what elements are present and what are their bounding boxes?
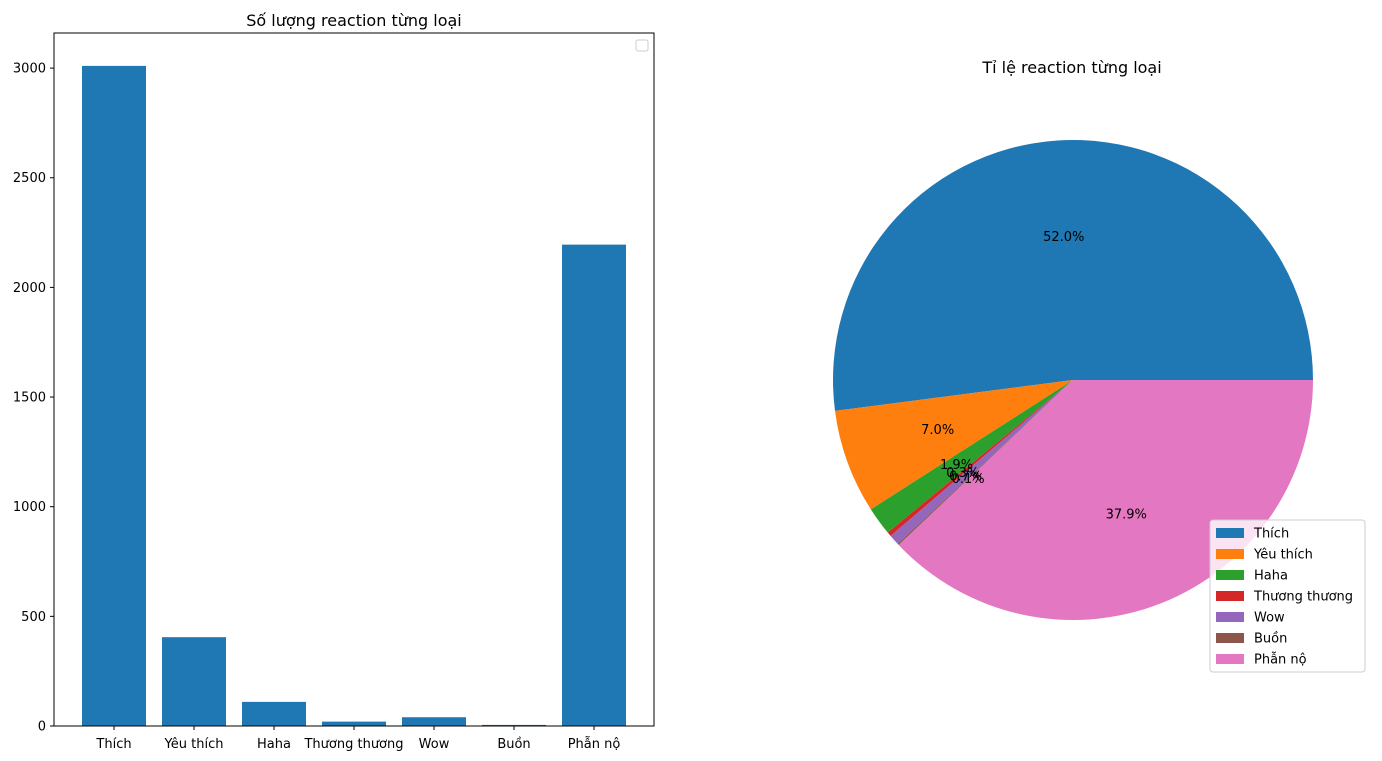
pie-pct-label-3: 0.3% (946, 466, 979, 481)
bar-2 (242, 701, 306, 726)
bar-0 (82, 65, 146, 726)
pie-percent-labels: 52.0% 7.0% 1.9%0.3%0.7%0.1% 37.9% (921, 230, 1147, 522)
bar-3 (322, 721, 386, 726)
pie-legend: Thích Yêu thích Haha Thương thương Wow Buồn Ph… (1209, 519, 1366, 673)
legend-label-0: Thích (1253, 527, 1289, 542)
pie-slice-2 (870, 380, 1073, 533)
bar-6 (562, 244, 626, 726)
x-tick-label: Haha (257, 737, 291, 752)
bar-chart-title: Số lượng reaction từng loại (246, 11, 461, 30)
x-tick-label: Thương thương (303, 737, 403, 752)
x-tick-label: Thích (95, 737, 131, 752)
pie-slice-6 (898, 380, 1314, 621)
legend-swatch-0 (1216, 528, 1244, 538)
y-tick-label: 1500 (13, 391, 46, 406)
empty-legend-box (635, 39, 649, 52)
plot-frame (53, 32, 655, 727)
legend-label-4: Wow (1254, 611, 1285, 626)
bar-marks (82, 65, 626, 726)
legend-swatch-3 (1216, 591, 1244, 601)
legend-label-5: Buồn (1254, 632, 1287, 647)
pie-slices (833, 140, 1314, 621)
y-axis: 0 500 1000 1500 2000 2500 3000 (13, 62, 54, 735)
pie-slice-3 (887, 380, 1073, 536)
pie-pct-label-2: 1.9% (940, 458, 973, 473)
x-tick-label: Yêu thích (164, 737, 224, 752)
pie-slice-5 (897, 380, 1073, 545)
bar-5 (482, 724, 546, 726)
legend-swatch-2 (1216, 570, 1244, 580)
legend-swatch-4 (1216, 612, 1244, 622)
legend-label-3: Thương thương (1253, 590, 1353, 605)
legend-swatch-6 (1216, 654, 1244, 664)
pie-pct-label-6: 37.9% (1106, 507, 1147, 522)
legend-label-1: Yêu thích (1253, 548, 1313, 563)
x-tick-label: Buồn (497, 737, 530, 752)
bar-4 (402, 717, 466, 726)
pie-pct-label-4: 0.7% (949, 469, 982, 484)
legend-label-2: Haha (1254, 569, 1288, 584)
y-tick-label: 3000 (13, 62, 46, 77)
legend-box (1209, 519, 1366, 673)
bar-chart: Số lượng reaction từng loại 0 500 1000 1500… (13, 11, 655, 752)
pie-pct-label-5: 0.1% (952, 472, 985, 487)
legend-swatch-5 (1216, 633, 1244, 643)
y-tick-label: 500 (21, 610, 46, 625)
pie-chart: Tỉ lệ reaction từng loại 52.0% 7.0% 1.9%0.… (833, 58, 1366, 673)
pie-slice-1 (834, 380, 1073, 510)
legend-swatch-1 (1216, 549, 1244, 559)
x-axis: Thích Yêu thích Haha Thương thương Wow Buồn Ph… (95, 726, 620, 752)
y-tick-label: 2000 (13, 281, 46, 296)
bar-1 (162, 637, 226, 726)
legend-label-6: Phẫn nộ (1254, 653, 1307, 668)
y-tick-label: 0 (38, 720, 46, 735)
pie-chart-title: Tỉ lệ reaction từng loại (981, 58, 1161, 77)
pie-pct-label-0: 52.0% (1043, 230, 1084, 245)
pie-slice-4 (890, 380, 1073, 544)
x-tick-label: Wow (419, 737, 450, 752)
pie-pct-label-1: 7.0% (921, 423, 954, 438)
y-tick-label: 1000 (13, 500, 46, 515)
pie-slice-0 (833, 140, 1313, 411)
x-tick-label: Phẫn nộ (568, 737, 621, 752)
y-tick-label: 2500 (13, 171, 46, 186)
